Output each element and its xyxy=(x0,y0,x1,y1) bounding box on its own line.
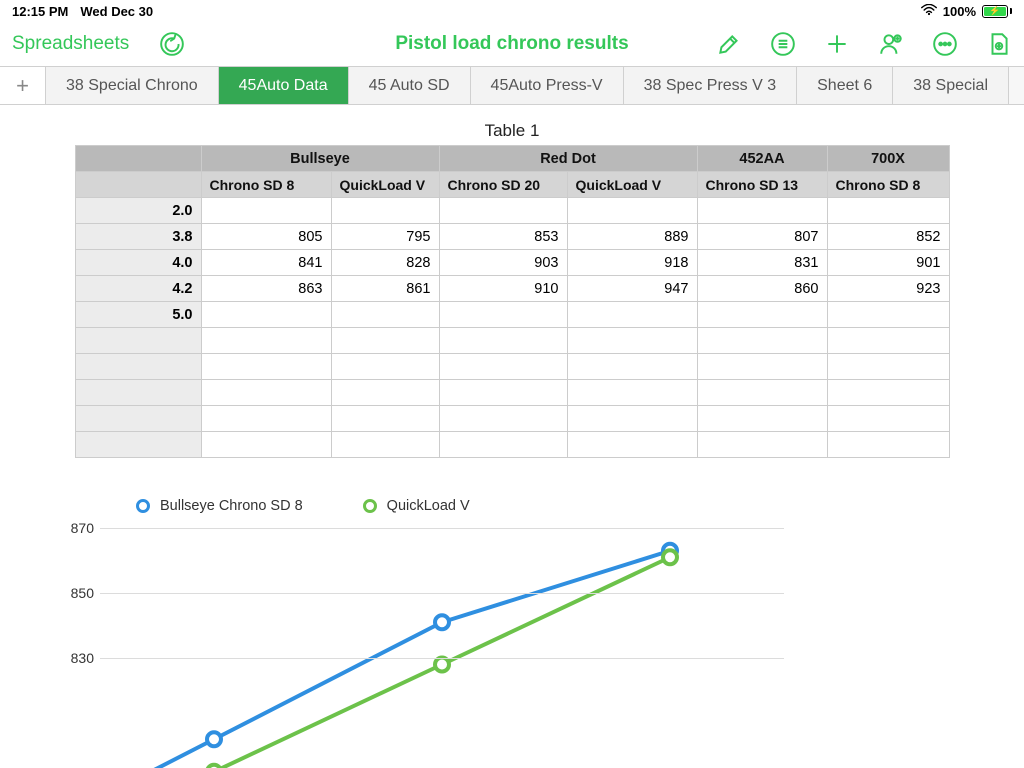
share-person-icon[interactable] xyxy=(878,31,904,57)
table-title: Table 1 xyxy=(0,121,1024,141)
battery-percent: 100% xyxy=(943,4,976,19)
table-row[interactable] xyxy=(75,406,949,432)
sheet-tabs: + 38 Special Chrono45Auto Data45 Auto SD… xyxy=(0,66,1024,105)
insert-icon[interactable] xyxy=(986,31,1012,57)
table-row[interactable] xyxy=(75,354,949,380)
plus-icon[interactable] xyxy=(824,31,850,57)
status-time: 12:15 PM xyxy=(12,4,68,19)
legend-item: Bullseye Chrono SD 8 xyxy=(136,498,303,514)
table-row[interactable]: 5.0 xyxy=(75,302,949,328)
table-row[interactable]: 4.2863861910947860923 xyxy=(75,276,949,302)
sheet-tab[interactable]: 45Auto Press-V xyxy=(471,67,624,104)
app-header: Spreadsheets Pistol load chrono results xyxy=(0,22,1024,66)
status-bar: 12:15 PM Wed Dec 30 100% ⚡ xyxy=(0,0,1024,22)
back-button[interactable]: Spreadsheets xyxy=(12,33,129,55)
document-title[interactable]: Pistol load chrono results xyxy=(395,33,628,55)
legend-item: QuickLoad V xyxy=(363,498,470,514)
line-chart: 870850830 xyxy=(64,528,784,768)
status-date: Wed Dec 30 xyxy=(80,4,153,19)
table-row[interactable] xyxy=(75,432,949,458)
sheet-tab[interactable]: 45 Auto SD xyxy=(349,67,471,104)
sheet-body: Table 1 BullseyeRed Dot452AA700XChrono S… xyxy=(0,105,1024,768)
table-row[interactable] xyxy=(75,328,949,354)
chart-legend: Bullseye Chrono SD 8 QuickLoad V xyxy=(136,498,1024,514)
wifi-icon xyxy=(921,4,937,19)
sheet-tab[interactable]: Sheet 6 xyxy=(797,67,893,104)
table-row[interactable]: 3.8805795853889807852 xyxy=(75,224,949,250)
sheet-tab[interactable]: 45Auto Data xyxy=(219,67,349,104)
data-table[interactable]: BullseyeRed Dot452AA700XChrono SD 8Quick… xyxy=(75,145,950,458)
paintbrush-icon[interactable] xyxy=(716,31,742,57)
sheet-tab[interactable]: 38 Special Chrono xyxy=(46,67,219,104)
list-icon[interactable] xyxy=(770,31,796,57)
undo-button[interactable] xyxy=(159,31,185,57)
table-row[interactable] xyxy=(75,380,949,406)
toolbar xyxy=(716,31,1012,57)
sheet-tab[interactable]: 38 Special xyxy=(893,67,1009,104)
more-icon[interactable] xyxy=(932,31,958,57)
table-row[interactable]: 2.0 xyxy=(75,198,949,224)
sheet-tab[interactable]: 38 Spec Press V 3 xyxy=(624,67,798,104)
table-row[interactable]: 4.0841828903918831901 xyxy=(75,250,949,276)
add-sheet-button[interactable]: + xyxy=(0,67,46,104)
battery-icon: ⚡ xyxy=(982,5,1012,18)
